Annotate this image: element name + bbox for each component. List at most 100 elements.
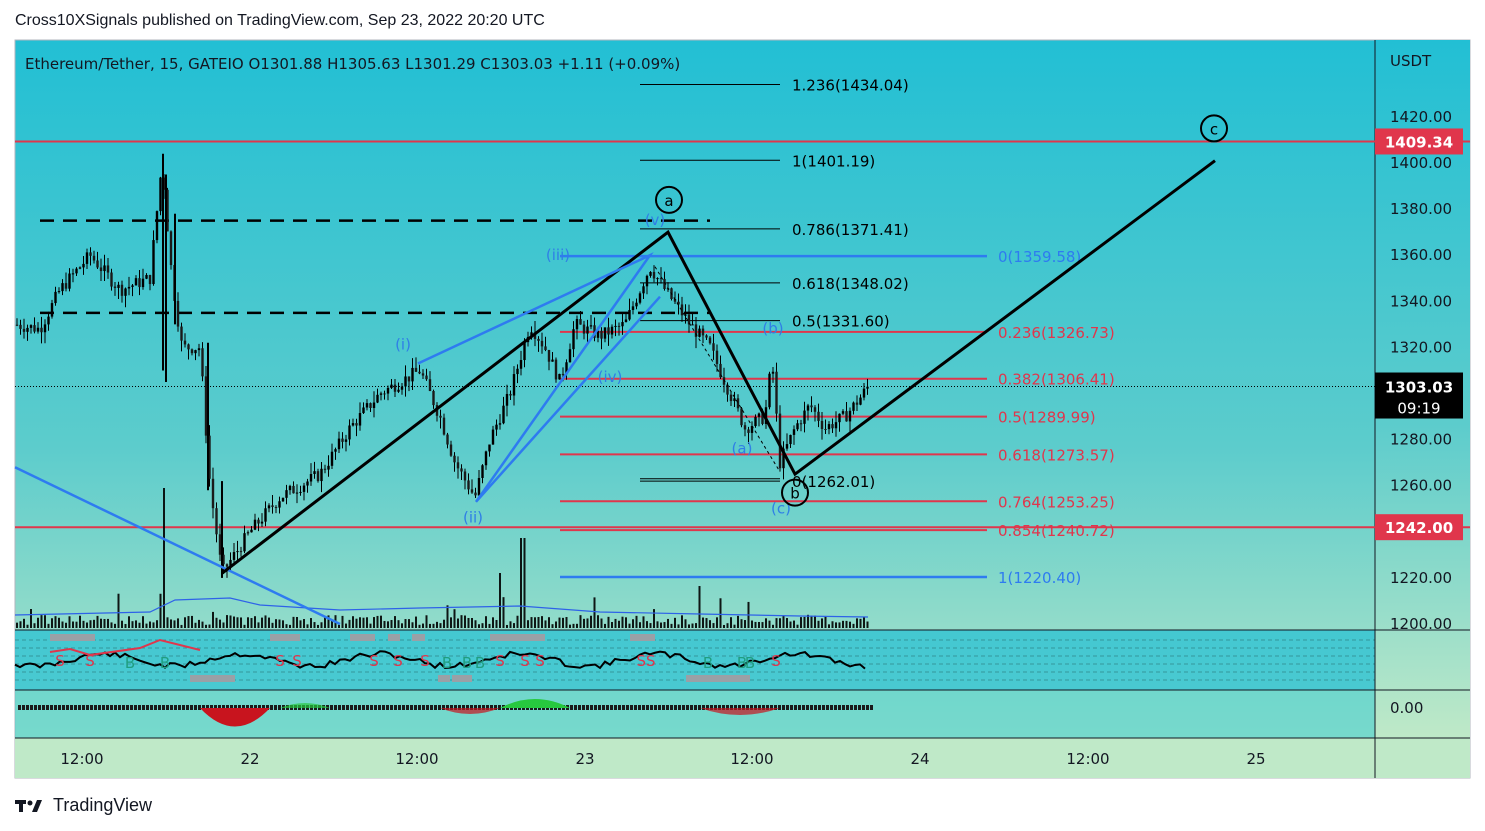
volume-bar — [723, 624, 725, 628]
candle-body — [428, 379, 432, 391]
candle-body — [673, 299, 677, 302]
osc-dot — [422, 705, 425, 710]
candle-body — [523, 342, 526, 361]
osc-dot — [418, 705, 421, 710]
volume-bar — [730, 617, 732, 628]
osc-dot — [438, 705, 441, 710]
candle-body — [131, 285, 134, 287]
volume-bar — [450, 617, 452, 628]
osc-dot — [338, 705, 341, 710]
osc-dot — [602, 705, 605, 710]
osc-dot — [794, 705, 797, 710]
volume-bar — [716, 617, 718, 628]
osc-dot — [850, 705, 853, 710]
osc-dot — [398, 705, 401, 710]
volume-bar — [404, 619, 407, 628]
candle-body — [467, 480, 470, 490]
candle-body — [617, 325, 621, 327]
volume-bar — [317, 624, 319, 628]
signal-letter: S — [393, 652, 403, 670]
candle-body — [26, 327, 29, 332]
signal-band — [50, 634, 95, 641]
signal-band — [630, 634, 655, 641]
signal-letter: B — [462, 654, 472, 672]
osc-dot — [370, 705, 373, 710]
candle-body — [106, 265, 110, 273]
candle-body — [390, 384, 393, 388]
volume-bar — [198, 619, 200, 628]
candle-body — [509, 393, 512, 396]
volume-bar — [243, 624, 246, 628]
candle-body — [278, 501, 281, 508]
osc-dot — [106, 705, 109, 710]
volume-bar — [733, 624, 736, 628]
candle-body — [68, 273, 71, 289]
osc-dot — [610, 705, 613, 710]
volume-bar — [320, 622, 323, 628]
candle-body — [831, 424, 834, 429]
fib-red-label: 0.854(1240.72) — [998, 522, 1115, 540]
countdown-label: 09:19 — [1397, 400, 1440, 418]
volume-bar — [642, 616, 645, 628]
volume-bar — [51, 618, 53, 628]
osc-dot — [574, 705, 577, 710]
candle-body — [642, 286, 645, 294]
time-axis-bg — [15, 738, 1470, 778]
wave-label: (iii) — [546, 246, 570, 264]
volume-bar — [866, 621, 869, 628]
volume-bar — [250, 618, 253, 628]
osc-dot — [594, 705, 597, 710]
osc-dot — [806, 705, 809, 710]
candle-body — [596, 330, 600, 338]
candle-body — [785, 444, 789, 449]
candle-body — [127, 286, 131, 289]
candle-body — [607, 327, 610, 335]
osc-dot — [242, 705, 245, 710]
candle-body — [337, 438, 341, 450]
osc-dot — [842, 705, 845, 710]
price-tag — [1375, 514, 1463, 541]
signal-letter: B — [125, 654, 135, 672]
osc-dot — [442, 705, 445, 710]
x-tick-label: 12:00 — [730, 750, 773, 768]
candle-body — [799, 423, 803, 425]
fib-black-label: 1.236(1434.04) — [792, 77, 909, 95]
osc-dot — [210, 705, 213, 710]
volume-bar — [751, 620, 753, 628]
osc-dot — [46, 705, 49, 710]
osc-dot — [406, 705, 409, 710]
volume-bar — [194, 622, 197, 628]
candle-body — [463, 471, 467, 481]
volume-bar — [551, 624, 554, 628]
volume-bar — [212, 611, 214, 628]
volume-bar — [135, 620, 137, 628]
candle-body — [103, 265, 106, 272]
volume-bar — [558, 617, 561, 628]
volume-bar — [576, 623, 578, 628]
volume-bar — [359, 617, 361, 628]
volume-bar — [96, 615, 99, 628]
candle-body — [694, 324, 698, 337]
y-tick-label: 1380.00 — [1390, 200, 1452, 218]
volume-bar — [432, 623, 435, 628]
candle-body — [684, 314, 687, 316]
candle-body — [677, 301, 680, 305]
candle-body — [771, 371, 775, 374]
osc-dot — [674, 705, 677, 710]
volume-bar — [653, 609, 655, 628]
volume-bar — [114, 623, 116, 628]
osc-green-hist — [280, 703, 330, 708]
symbol-info: Ethereum/Tether, 15, GATEIO O1301.88 H13… — [25, 55, 680, 73]
volume-bar — [719, 598, 722, 628]
candle-body — [201, 348, 204, 377]
fib-red-label: 0.236(1326.73) — [998, 324, 1115, 342]
volume-bar — [796, 624, 799, 628]
signal-band — [412, 634, 425, 641]
signal-letter: S — [292, 652, 302, 670]
osc-dot — [454, 705, 457, 710]
candle-body — [313, 471, 316, 475]
osc-dot — [142, 705, 145, 710]
candle-body — [302, 485, 306, 492]
volume-bar — [464, 615, 466, 628]
